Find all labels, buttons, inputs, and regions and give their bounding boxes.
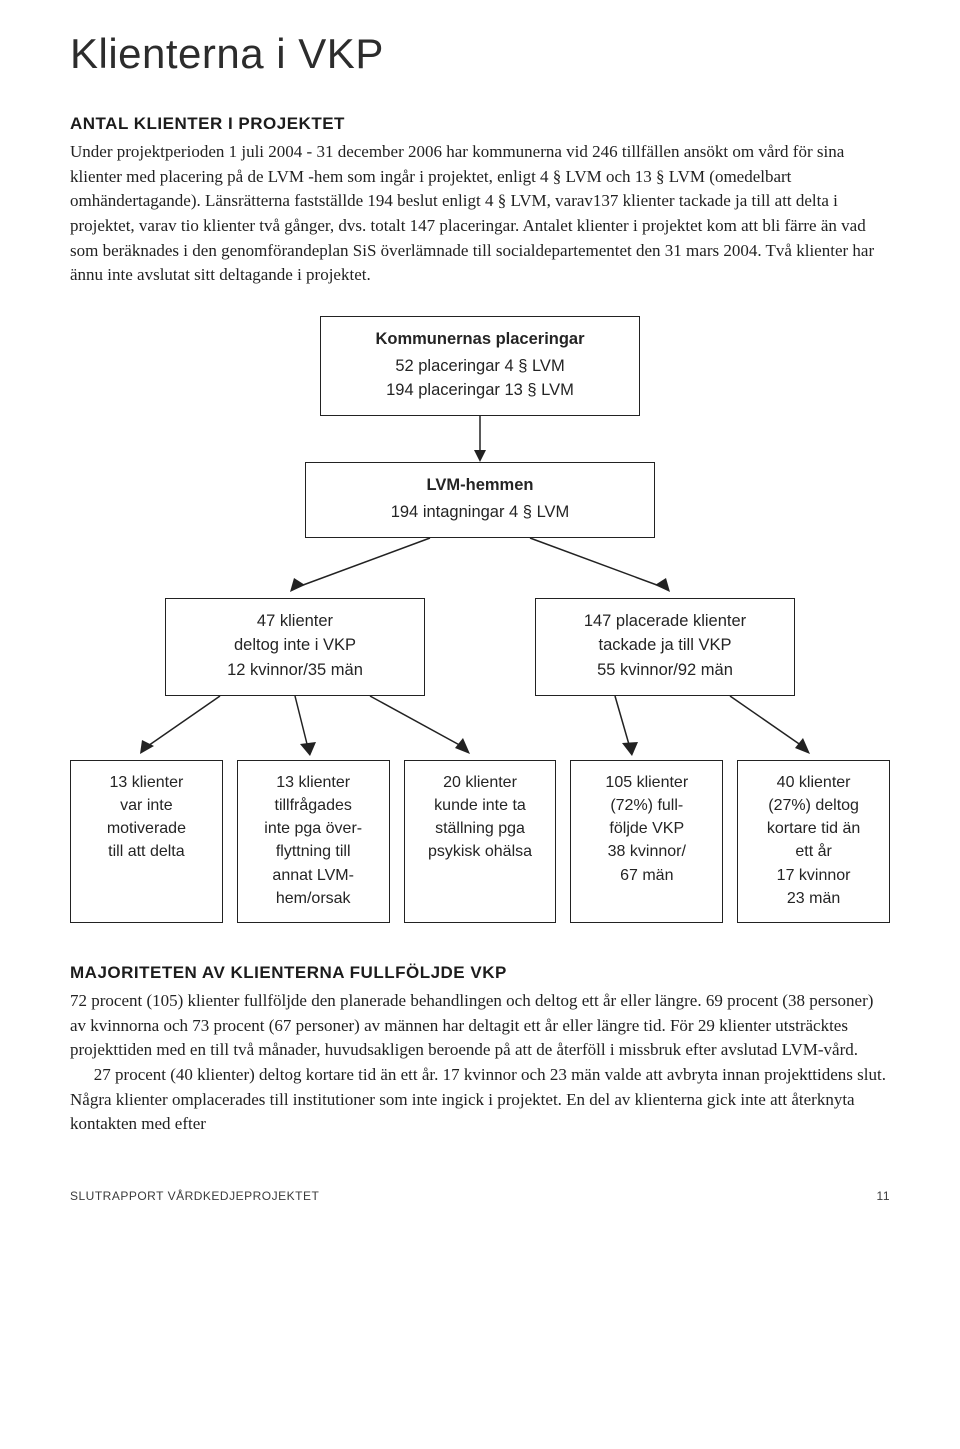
section2-p1: 72 procent (105) klienter fullföljde den… xyxy=(70,989,890,1063)
section1-heading: ANTAL KLIENTER I PROJEKTET xyxy=(70,114,890,134)
leaf-line: 17 kvinnor xyxy=(777,867,851,884)
leaf-line: 38 kvinnor/ xyxy=(608,843,686,860)
leaf-line: (27%) deltog xyxy=(768,797,859,814)
footer-page-number: 11 xyxy=(877,1189,890,1203)
leaf-line: 23 män xyxy=(787,890,840,907)
flowchart: Kommunernas placeringar 52 placeringar 4… xyxy=(70,316,890,923)
node-title: Kommunernas placeringar xyxy=(337,327,623,352)
flowchart-node-lvm-hemmen: LVM-hemmen 194 intagningar 4 § LVM xyxy=(305,462,655,538)
leaf-line: inte pga över- xyxy=(264,820,362,837)
page-footer: SLUTRAPPORT VÅRDKEDJEPROJEKTET 11 xyxy=(70,1189,890,1203)
flowchart-node-kommunernas: Kommunernas placeringar 52 placeringar 4… xyxy=(320,316,640,416)
flowchart-node-tackade-ja: 147 placerade klienter tackade ja till V… xyxy=(535,598,795,696)
node-line: 194 placeringar 13 § LVM xyxy=(386,381,574,399)
leaf-line: 13 klienter xyxy=(276,774,350,791)
section2-p2: 27 procent (40 klienter) deltog kortare … xyxy=(70,1063,890,1137)
flowchart-leaf-0: 13 klienter var inte motiverade till att… xyxy=(70,760,223,923)
leaf-line: 20 klienter xyxy=(443,774,517,791)
leaf-line: annat LVM- xyxy=(272,867,354,884)
leaf-line: 13 klienter xyxy=(109,774,183,791)
flowchart-leaf-1: 13 klienter tillfrågades inte pga över- … xyxy=(237,760,390,923)
node-line: 52 placeringar 4 § LVM xyxy=(395,357,564,375)
flowchart-node-deltog-inte: 47 klienter deltog inte i VKP 12 kvinnor… xyxy=(165,598,425,696)
footer-left: SLUTRAPPORT VÅRDKEDJEPROJEKTET xyxy=(70,1189,319,1203)
leaf-line: psykisk ohälsa xyxy=(428,843,532,860)
leaf-line: tillfrågades xyxy=(275,797,352,814)
flowchart-leaf-2: 20 klienter kunde inte ta ställning pga … xyxy=(404,760,557,923)
leaf-line: följde VKP xyxy=(609,820,684,837)
flowchart-leaf-4: 40 klienter (27%) deltog kortare tid än … xyxy=(737,760,890,923)
node-line: 147 placerade klienter xyxy=(584,612,746,630)
node-line: deltog inte i VKP xyxy=(234,636,356,654)
node-line: 47 klienter xyxy=(257,612,333,630)
section1-paragraph: Under projektperioden 1 juli 2004 - 31 d… xyxy=(70,140,890,288)
leaf-line: flyttning till xyxy=(276,843,351,860)
flowchart-leaf-3: 105 klienter (72%) full- följde VKP 38 k… xyxy=(570,760,723,923)
node-title: LVM-hemmen xyxy=(322,473,638,498)
leaf-line: hem/orsak xyxy=(276,890,351,907)
node-line: 194 intagningar 4 § LVM xyxy=(391,503,570,521)
node-line: tackade ja till VKP xyxy=(599,636,732,654)
leaf-line: motiverade xyxy=(107,820,186,837)
leaf-line: 40 klienter xyxy=(777,774,851,791)
node-line: 12 kvinnor/35 män xyxy=(227,661,363,679)
leaf-line: ställning pga xyxy=(435,820,525,837)
node-line: 55 kvinnor/92 män xyxy=(597,661,733,679)
leaf-line: (72%) full- xyxy=(610,797,683,814)
leaf-line: kortare tid än xyxy=(767,820,860,837)
leaf-line: var inte xyxy=(120,797,172,814)
leaf-line: till att delta xyxy=(108,843,184,860)
leaf-line: 67 män xyxy=(620,867,673,884)
leaf-line: 105 klienter xyxy=(605,774,688,791)
section2-heading: MAJORITETEN AV KLIENTERNA FULLFÖLJDE VKP xyxy=(70,963,890,983)
leaf-line: kunde inte ta xyxy=(434,797,526,814)
leaf-line: ett år xyxy=(795,843,831,860)
page-title: Klienterna i VKP xyxy=(70,30,890,78)
